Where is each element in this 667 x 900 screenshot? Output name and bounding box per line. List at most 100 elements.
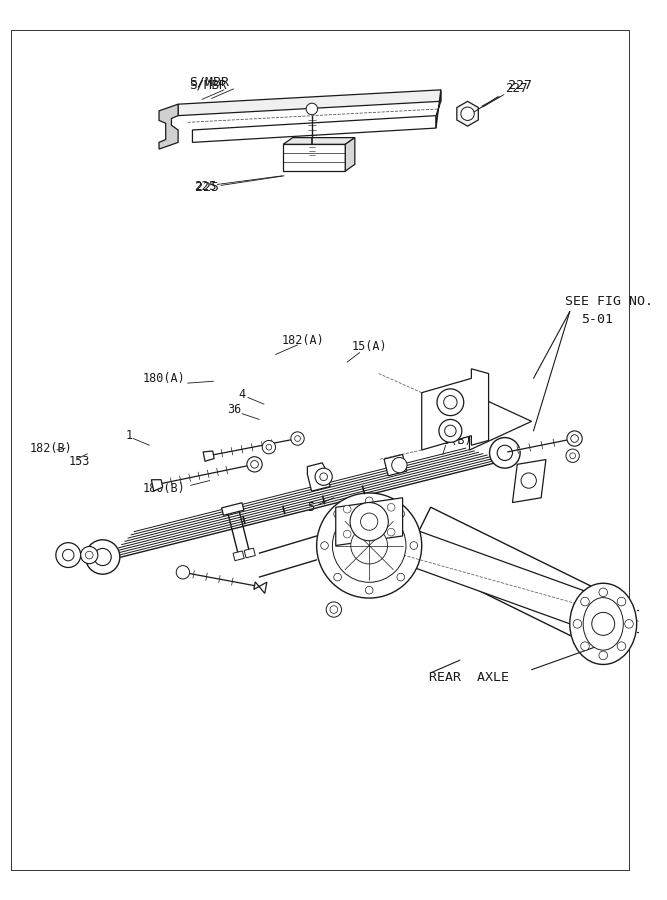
Circle shape	[315, 468, 332, 485]
Circle shape	[351, 527, 388, 564]
Circle shape	[330, 606, 338, 614]
Text: 227: 227	[505, 83, 528, 95]
Circle shape	[85, 540, 120, 574]
Polygon shape	[406, 526, 618, 641]
Circle shape	[344, 530, 351, 538]
Circle shape	[662, 604, 667, 638]
Circle shape	[599, 588, 608, 597]
Circle shape	[392, 457, 407, 472]
Circle shape	[490, 437, 520, 468]
Text: 153: 153	[68, 455, 89, 468]
Text: 180(B): 180(B)	[143, 482, 185, 495]
Circle shape	[571, 435, 578, 443]
Circle shape	[85, 552, 93, 559]
Polygon shape	[193, 115, 436, 142]
Circle shape	[397, 510, 405, 518]
Polygon shape	[254, 582, 267, 593]
Polygon shape	[346, 138, 355, 171]
Text: REAR  AXLE: REAR AXLE	[430, 670, 510, 684]
Circle shape	[291, 432, 304, 446]
Polygon shape	[384, 454, 407, 476]
Circle shape	[599, 651, 608, 660]
Circle shape	[397, 573, 405, 580]
Circle shape	[366, 587, 373, 594]
Circle shape	[332, 508, 406, 582]
Text: 15(A): 15(A)	[352, 340, 388, 354]
Circle shape	[388, 528, 395, 536]
Circle shape	[570, 453, 576, 459]
Circle shape	[592, 612, 615, 635]
Circle shape	[81, 546, 98, 563]
Text: 5-01: 5-01	[581, 312, 613, 326]
Polygon shape	[457, 102, 478, 126]
Circle shape	[581, 642, 589, 651]
Polygon shape	[221, 503, 244, 516]
Circle shape	[334, 573, 342, 580]
Polygon shape	[307, 463, 330, 491]
Circle shape	[566, 449, 580, 463]
Polygon shape	[336, 498, 403, 545]
Circle shape	[266, 445, 271, 450]
Ellipse shape	[570, 583, 637, 664]
Circle shape	[94, 548, 111, 565]
Circle shape	[176, 565, 189, 579]
Polygon shape	[283, 144, 346, 171]
Circle shape	[317, 493, 422, 598]
Ellipse shape	[583, 598, 623, 650]
Circle shape	[247, 456, 262, 472]
Polygon shape	[233, 551, 244, 561]
Text: 4: 4	[238, 388, 245, 401]
Circle shape	[439, 419, 462, 443]
Circle shape	[437, 389, 464, 416]
Circle shape	[63, 549, 74, 561]
Circle shape	[461, 107, 474, 121]
Polygon shape	[283, 138, 355, 144]
Polygon shape	[203, 451, 214, 462]
Polygon shape	[422, 369, 489, 450]
Circle shape	[497, 446, 512, 461]
Circle shape	[326, 602, 342, 617]
Circle shape	[445, 425, 456, 436]
Circle shape	[306, 104, 317, 114]
Circle shape	[334, 510, 342, 518]
Circle shape	[56, 543, 81, 568]
Polygon shape	[244, 548, 255, 558]
Text: SEE FIG NO.: SEE FIG NO.	[565, 295, 653, 309]
Circle shape	[251, 461, 258, 468]
Text: S/MBR: S/MBR	[189, 78, 226, 92]
Text: 225: 225	[194, 180, 217, 193]
Polygon shape	[178, 90, 441, 115]
Text: 15(B): 15(B)	[437, 434, 473, 447]
Polygon shape	[470, 392, 532, 450]
Text: 182(A): 182(A)	[281, 334, 324, 346]
Polygon shape	[151, 480, 163, 491]
Text: 225: 225	[195, 181, 219, 194]
Circle shape	[410, 542, 418, 549]
Circle shape	[262, 440, 275, 454]
Polygon shape	[159, 104, 178, 149]
Circle shape	[388, 503, 395, 511]
Circle shape	[581, 598, 589, 606]
Circle shape	[567, 431, 582, 446]
Circle shape	[573, 619, 582, 628]
Circle shape	[625, 619, 633, 628]
Text: 182(B): 182(B)	[30, 442, 73, 454]
Circle shape	[521, 472, 536, 488]
Circle shape	[320, 472, 327, 481]
Text: 5: 5	[307, 500, 314, 514]
Circle shape	[350, 502, 388, 541]
Circle shape	[321, 542, 328, 549]
Text: 180(A): 180(A)	[143, 372, 185, 385]
Circle shape	[617, 642, 626, 651]
Circle shape	[617, 598, 626, 606]
Circle shape	[344, 506, 351, 513]
Circle shape	[361, 513, 378, 530]
Circle shape	[318, 471, 329, 482]
Circle shape	[366, 497, 373, 505]
Polygon shape	[407, 508, 615, 646]
Polygon shape	[436, 90, 441, 128]
Circle shape	[295, 436, 300, 441]
Text: S/MBR: S/MBR	[189, 76, 229, 89]
Polygon shape	[512, 460, 546, 502]
Text: 36: 36	[227, 403, 241, 417]
